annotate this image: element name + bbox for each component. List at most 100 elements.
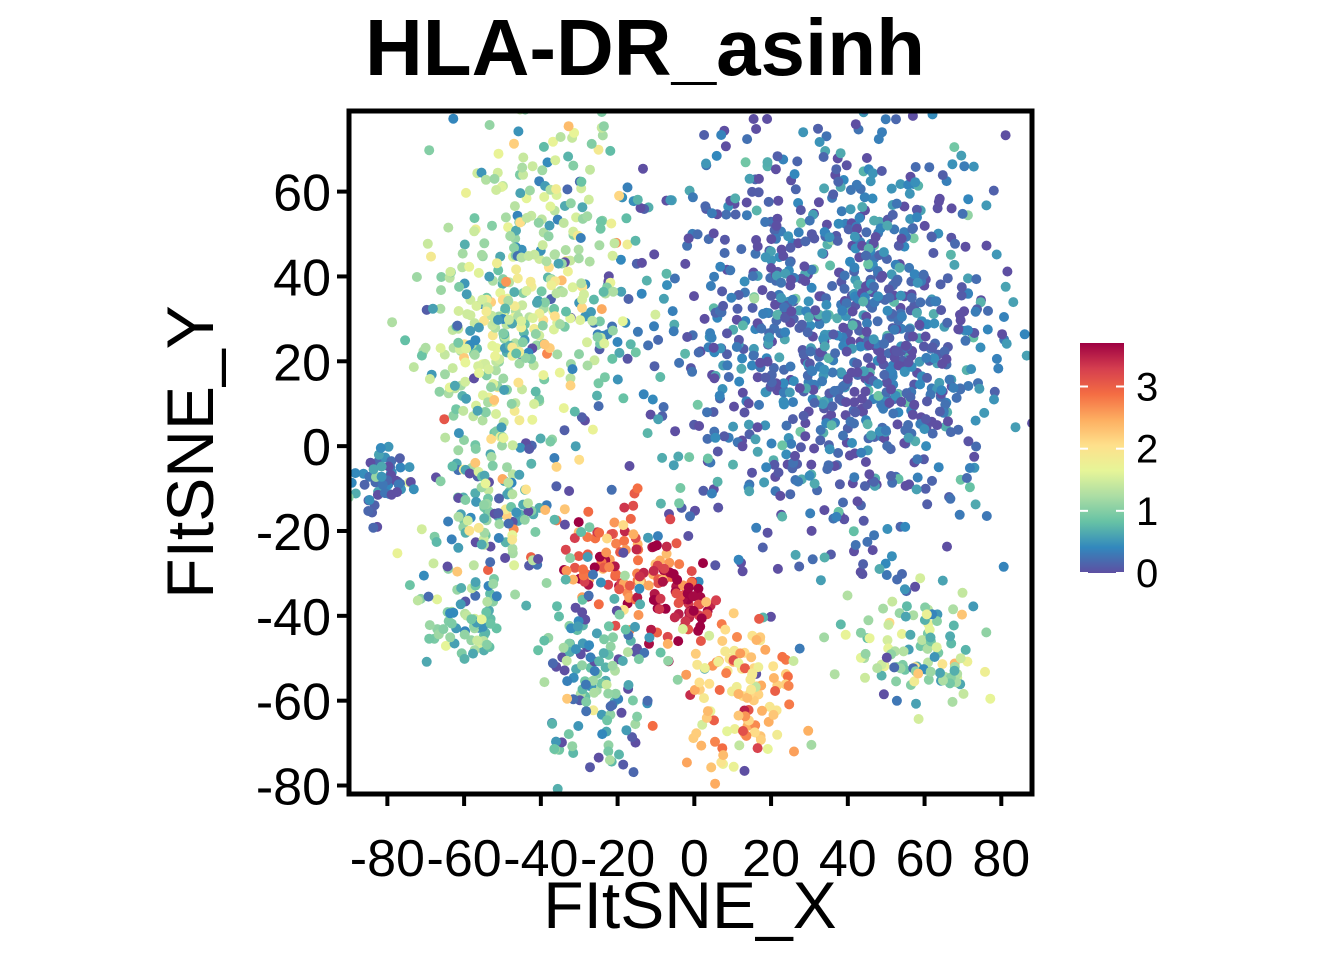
data-point (622, 182, 633, 193)
data-point (468, 648, 478, 659)
data-point (526, 458, 537, 469)
data-point (948, 382, 959, 393)
data-point (936, 385, 947, 396)
data-point (736, 244, 747, 255)
data-point (726, 292, 737, 303)
data-point (777, 651, 788, 662)
data-point (434, 386, 445, 397)
data-point (424, 620, 435, 631)
data-point (766, 438, 777, 449)
data-point (585, 164, 595, 175)
data-point (565, 553, 576, 564)
data-point (541, 578, 552, 588)
data-point (648, 565, 659, 576)
x-tick-label: 80 (972, 830, 1030, 888)
data-point (579, 289, 589, 300)
data-point (819, 632, 830, 643)
data-point (503, 295, 514, 306)
data-point (716, 130, 727, 140)
data-point (619, 570, 630, 581)
data-point (567, 282, 578, 293)
data-point (891, 346, 902, 357)
data-point (954, 509, 965, 520)
data-point (803, 725, 814, 736)
data-point (515, 188, 526, 199)
data-point (480, 478, 491, 489)
data-point (549, 744, 560, 754)
data-point (471, 301, 482, 311)
data-point (635, 203, 646, 213)
data-point (739, 276, 750, 287)
data-point (392, 548, 403, 559)
data-point (859, 481, 870, 492)
data-point (535, 433, 546, 444)
data-point (509, 201, 520, 212)
data-point (857, 569, 868, 580)
data-point (457, 248, 468, 259)
data-point (558, 642, 569, 653)
data-point (847, 320, 858, 331)
data-point (687, 192, 698, 203)
data-point (612, 337, 623, 347)
data-point (539, 677, 550, 688)
data-point (929, 353, 940, 364)
data-point (922, 319, 933, 330)
data-point (582, 552, 593, 562)
data-point (561, 565, 572, 576)
data-point (810, 305, 821, 316)
data-point (685, 511, 695, 522)
data-point (567, 741, 578, 752)
data-point (642, 695, 653, 706)
data-point (723, 372, 734, 382)
data-point (550, 155, 561, 166)
data-point (577, 302, 587, 313)
data-point (576, 412, 587, 423)
data-point (587, 315, 598, 326)
data-point (961, 473, 972, 483)
data-point (683, 531, 694, 541)
data-point (860, 457, 871, 467)
data-point (876, 166, 887, 176)
data-point (806, 525, 817, 536)
data-point (800, 276, 811, 287)
data-point (717, 92, 727, 102)
data-point (593, 144, 604, 155)
data-point (1019, 329, 1030, 340)
data-point (998, 561, 1009, 572)
data-point (671, 588, 682, 599)
data-point (1001, 338, 1012, 349)
data-point (567, 364, 578, 375)
data-point (711, 595, 722, 606)
data-point (588, 294, 599, 305)
data-point (587, 424, 598, 435)
data-point (980, 666, 990, 677)
data-point (691, 728, 702, 739)
data-point (479, 513, 490, 524)
data-point (891, 676, 902, 687)
data-point (906, 292, 917, 303)
data-point (559, 665, 570, 676)
data-point (869, 281, 879, 292)
data-point (439, 99, 449, 109)
data-point (621, 213, 632, 224)
data-point (728, 459, 738, 470)
data-point (982, 324, 993, 335)
data-point (565, 198, 576, 209)
data-point (872, 663, 883, 674)
data-point (886, 183, 897, 194)
data-point (614, 190, 625, 201)
data-point (552, 601, 562, 612)
data-point (769, 459, 780, 470)
data-point (915, 573, 926, 584)
data-point (652, 531, 663, 542)
data-point (454, 281, 465, 292)
y-tick-label: -20 (256, 504, 331, 562)
data-point (628, 767, 639, 778)
data-point (682, 240, 693, 251)
data-point (521, 600, 532, 611)
data-point (585, 762, 595, 773)
data-point (768, 661, 779, 672)
data-point (908, 331, 918, 342)
data-point (957, 587, 968, 598)
data-point (945, 493, 956, 504)
